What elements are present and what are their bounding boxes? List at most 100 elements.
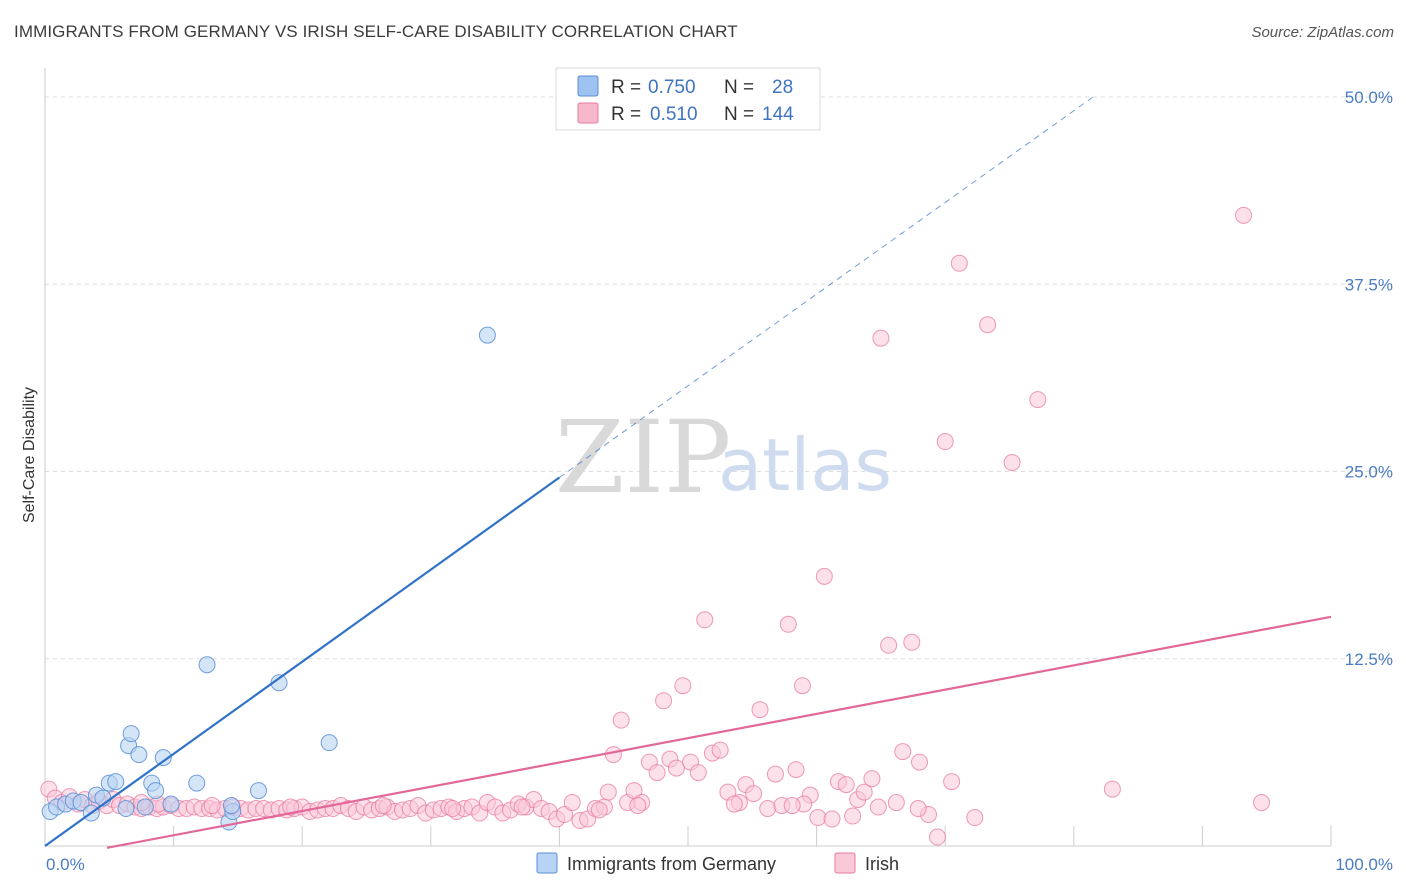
y-axis-label: Self-Care Disability <box>21 387 38 523</box>
irish-point-125 <box>1003 454 1021 472</box>
legend-swatch-germany <box>577 75 599 97</box>
bottom-legend-germany: Immigrants from Germany <box>567 854 776 874</box>
germany-point-17 <box>154 749 172 767</box>
germany-point-12 <box>122 725 140 743</box>
legend-n-label-germany: N = <box>724 77 754 98</box>
germany-point-13 <box>130 746 148 764</box>
germany-point-9 <box>107 773 125 791</box>
irish-point-76 <box>612 711 630 729</box>
x-tick-label-1: 100.0% <box>1335 855 1393 874</box>
irish-point-136 <box>513 798 531 816</box>
legend-r-label-germany: R = <box>611 77 641 98</box>
irish-trend-line <box>106 615 1332 849</box>
y-tick-label-1: 25.0% <box>1345 463 1393 482</box>
trend-lines <box>44 96 1332 849</box>
germany-point-18 <box>162 795 180 813</box>
irish-points <box>40 206 1271 846</box>
irish-point-128 <box>1235 206 1253 224</box>
bottom-legend-swatch-germany <box>536 852 558 874</box>
irish-point-123 <box>966 809 984 827</box>
irish-point-110 <box>855 783 873 801</box>
germany-point-20 <box>198 656 216 674</box>
irish-point-143 <box>783 797 801 815</box>
irish-point-108 <box>844 807 862 825</box>
irish-point-124 <box>979 316 997 334</box>
legend-r-label-irish: R = <box>611 104 641 125</box>
irish-point-97 <box>766 765 784 783</box>
irish-point-88 <box>696 611 714 629</box>
irish-point-121 <box>943 773 961 791</box>
germany-point-19 <box>188 774 206 792</box>
irish-point-120 <box>936 433 954 451</box>
irish-point-99 <box>779 615 797 633</box>
irish-point-126 <box>1029 391 1047 409</box>
irish-point-94 <box>745 785 763 803</box>
bottom-legend: Immigrants from Germany Irish <box>536 852 899 874</box>
germany-point-4 <box>72 794 90 812</box>
irish-point-129 <box>1253 794 1271 812</box>
irish-point-133 <box>282 798 300 816</box>
x-tick-label-0: 0.0% <box>46 855 85 874</box>
germany-point-23 <box>249 782 267 800</box>
y-tick-label-3: 50.0% <box>1345 88 1393 107</box>
grid-lines <box>45 96 1392 660</box>
chart-title: IMMIGRANTS FROM GERMANY VS IRISH SELF-CA… <box>14 22 738 41</box>
irish-point-69 <box>563 794 581 812</box>
y-tick-labels: 12.5% 25.0% 37.5% 50.0% <box>1345 88 1393 669</box>
germany-point-16 <box>147 782 165 800</box>
y-tick-label-0: 12.5% <box>1345 650 1393 669</box>
irish-point-75 <box>604 746 622 764</box>
irish-point-84 <box>667 759 685 777</box>
legend: R = 0.750 N = 28 R = 0.510 N = 144 <box>555 67 821 131</box>
irish-point-134 <box>374 797 392 815</box>
irish-point-112 <box>872 329 890 347</box>
irish-point-107 <box>837 776 855 794</box>
irish-point-114 <box>887 794 905 812</box>
y-tick-label-2: 37.5% <box>1345 275 1393 294</box>
watermark: ZIP atlas <box>555 399 892 516</box>
irish-point-105 <box>823 810 841 828</box>
legend-n-label-irish: N = <box>724 104 754 125</box>
irish-point-138 <box>629 797 647 815</box>
germany-point-26 <box>478 326 496 344</box>
irish-point-132 <box>203 797 221 815</box>
irish-point-100 <box>787 761 805 779</box>
legend-swatch-irish <box>577 102 599 124</box>
germany-point-27 <box>222 797 240 815</box>
germany-points <box>41 326 496 831</box>
germany-point-10 <box>117 800 135 818</box>
irish-point-85 <box>674 677 692 695</box>
legend-n-value-irish: 144 <box>762 104 794 125</box>
irish-point-115 <box>894 743 912 761</box>
legend-box <box>555 67 821 131</box>
irish-point-96 <box>759 800 777 818</box>
irish-point-122 <box>950 254 968 272</box>
irish-point-111 <box>863 770 881 788</box>
irish-point-82 <box>655 692 673 710</box>
irish-point-90 <box>711 741 729 759</box>
irish-point-87 <box>689 764 707 782</box>
irish-point-95 <box>751 701 769 719</box>
irish-point-103 <box>809 809 827 827</box>
irish-point-117 <box>910 753 928 771</box>
axes <box>44 68 1332 847</box>
irish-point-127 <box>1103 780 1121 798</box>
irish-point-142 <box>909 800 927 818</box>
germany-trend-extension <box>559 96 1094 478</box>
watermark-zip: ZIP <box>555 399 731 516</box>
irish-point-137 <box>590 801 608 819</box>
legend-n-value-germany: 28 <box>772 77 793 98</box>
x-tick-labels: 0.0% 100.0% <box>46 855 1393 874</box>
irish-point-135 <box>444 800 462 818</box>
irish-point-119 <box>928 828 946 846</box>
legend-r-value-germany: 0.750 <box>648 77 696 98</box>
irish-point-116 <box>903 633 921 651</box>
germany-point-25 <box>320 734 338 752</box>
irish-point-74 <box>599 783 617 801</box>
irish-point-141 <box>869 798 887 816</box>
source-credit: Source: ZipAtlas.com <box>1251 24 1394 41</box>
germany-point-14 <box>136 798 154 816</box>
irish-point-139 <box>725 795 743 813</box>
irish-point-104 <box>815 567 833 585</box>
